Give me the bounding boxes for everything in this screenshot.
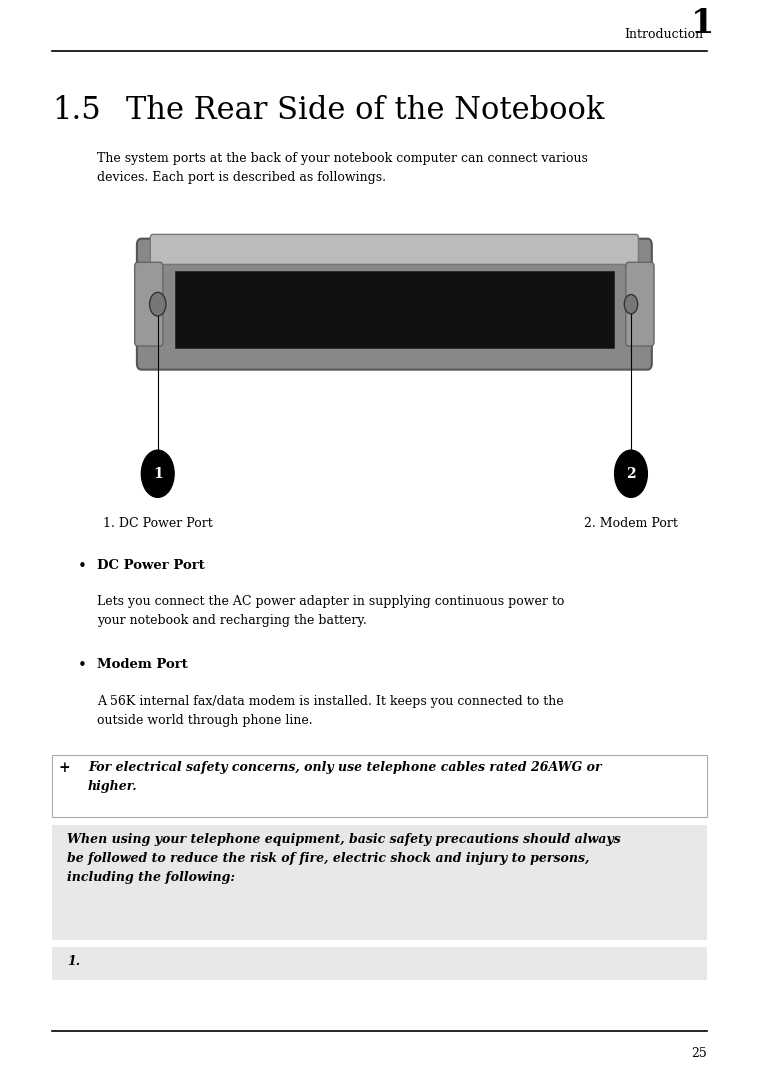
Text: 1.: 1. — [67, 955, 80, 968]
FancyBboxPatch shape — [626, 263, 654, 346]
FancyBboxPatch shape — [175, 271, 614, 348]
Text: 1: 1 — [691, 6, 715, 40]
Text: •: • — [78, 559, 87, 574]
Text: Introduction: Introduction — [624, 28, 703, 41]
Circle shape — [624, 294, 638, 313]
FancyBboxPatch shape — [52, 947, 707, 980]
Text: 1. DC Power Port: 1. DC Power Port — [103, 517, 212, 530]
Text: 2. Modem Port: 2. Modem Port — [584, 517, 678, 530]
FancyBboxPatch shape — [52, 825, 707, 939]
Text: 1: 1 — [153, 466, 163, 480]
Text: A 56K internal fax/data modem is installed. It keeps you connected to the
outsid: A 56K internal fax/data modem is install… — [97, 695, 563, 727]
FancyBboxPatch shape — [52, 755, 707, 817]
Text: The system ports at the back of your notebook computer can connect various
devic: The system ports at the back of your not… — [97, 152, 587, 184]
Text: 1.5: 1.5 — [52, 95, 101, 126]
Text: For electrical safety concerns, only use telephone cables rated 26AWG or
higher.: For electrical safety concerns, only use… — [88, 761, 601, 794]
FancyBboxPatch shape — [151, 235, 638, 265]
Text: DC Power Port: DC Power Port — [97, 559, 205, 572]
Text: +: + — [58, 761, 70, 775]
Text: Lets you connect the AC power adapter in supplying continuous power to
your note: Lets you connect the AC power adapter in… — [97, 596, 564, 627]
Text: The Rear Side of the Notebook: The Rear Side of the Notebook — [126, 95, 605, 126]
Circle shape — [142, 450, 174, 498]
Text: •: • — [78, 658, 87, 673]
Circle shape — [615, 450, 648, 498]
Text: 2: 2 — [626, 466, 635, 480]
FancyBboxPatch shape — [137, 239, 652, 369]
Circle shape — [150, 292, 166, 316]
FancyBboxPatch shape — [135, 263, 163, 346]
Text: 25: 25 — [691, 1047, 707, 1060]
Text: Modem Port: Modem Port — [97, 658, 187, 671]
Text: When using your telephone equipment, basic safety precautions should always
be f: When using your telephone equipment, bas… — [67, 834, 620, 884]
